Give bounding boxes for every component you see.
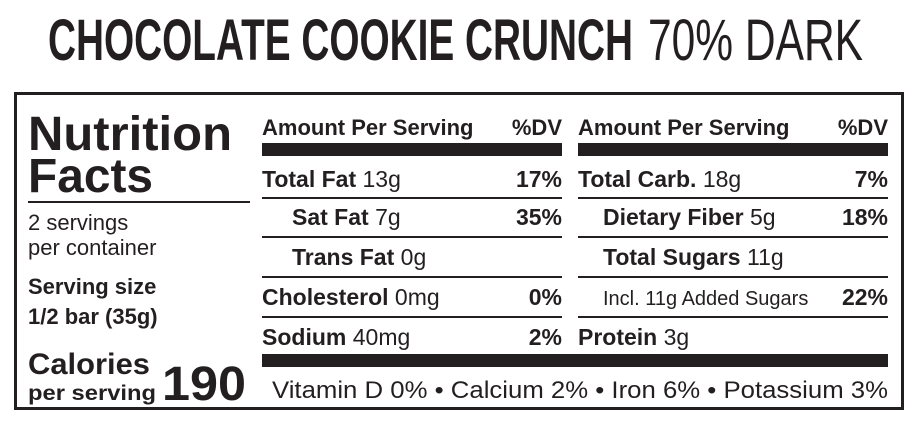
product-variant: 70% DARK [648, 8, 863, 73]
nutrient-name: Total Sugars [603, 244, 741, 270]
nutrient-row: Total Fat 13g [262, 166, 401, 192]
nutrient-amount: 40mg [353, 324, 411, 350]
column-header: Amount Per Serving [262, 115, 473, 140]
nutrient-name: Dietary Fiber [603, 204, 744, 230]
nutrient-dv: 22% [842, 284, 888, 310]
serving-size: 1/2 bar (35g) [28, 304, 158, 329]
nutrient-name: Total Fat [262, 166, 356, 192]
thick-rule [578, 143, 888, 156]
nutrient-name: Protein [578, 324, 657, 350]
nutrient-dv: 0% [529, 284, 562, 310]
calories-label: Calories [28, 348, 150, 381]
column-header: Amount Per Serving [578, 115, 789, 140]
nutrient-row: Total Carb. 18g [578, 166, 741, 192]
servings: 2 servings [28, 210, 128, 235]
nutrient-row: Total Sugars 11g [603, 244, 784, 270]
nutrient-dv: 18% [842, 204, 888, 230]
nutrient-dv: 35% [516, 204, 562, 230]
nutrient-name: Sodium [262, 324, 346, 350]
nutrient-name: Trans Fat [292, 244, 395, 270]
nutrient-name: Cholesterol [262, 284, 389, 310]
heading: Nutrition [28, 108, 232, 161]
nutrient-amount: 18g [703, 166, 741, 192]
nutrient-dv: 17% [516, 166, 562, 192]
nutrient-name: Total Carb. [578, 166, 696, 192]
nutrient-amount: 7g [375, 204, 401, 230]
nutrient-dv: 7% [855, 166, 888, 192]
nutrient-amount: 13g [363, 166, 401, 192]
serving-size-label: Serving size [28, 274, 156, 299]
calories-value: 190 [162, 358, 246, 411]
footer: Vitamin D 0% • Calcium 2% • Iron 6% • Po… [272, 377, 888, 404]
nutrient-name: Incl. 11g Added Sugars [603, 288, 808, 310]
calories-sub: per serving [28, 382, 156, 405]
nutrient-dv: 2% [529, 324, 562, 350]
nutrient-amount: 0g [401, 244, 427, 270]
column-header-dv: %DV [512, 115, 562, 140]
thick-rule [262, 143, 562, 156]
nutrient-row: Sat Fat 7g [292, 204, 401, 230]
nutrient-amount: 11g [747, 244, 784, 270]
nutrient-amount: 5g [750, 204, 776, 230]
column-header-dv: %DV [838, 115, 888, 140]
nutrient-name: Sat Fat [292, 204, 369, 230]
heading: Facts [28, 150, 153, 203]
nutrient-amount: 0mg [395, 284, 440, 310]
nutrient-columns: Amount Per Serving %DV Total Fat 13g 17% Sat… [262, 115, 888, 350]
label-border [14, 92, 904, 410]
nutrient-row: Protein 3g [578, 324, 689, 350]
nutrient-row: Trans Fat 0g [292, 244, 426, 270]
product-name: CHOCOLATE COOKIE CRUNCH [48, 8, 633, 73]
nutrient-row: Dietary Fiber 5g [603, 204, 776, 230]
servings: per container [28, 235, 156, 260]
nutrient-row: Cholesterol 0mg [262, 284, 440, 310]
nutrient-row: Incl. 11g Added Sugars [603, 288, 808, 310]
nutrient-amount: 3g [664, 324, 690, 350]
thick-rule [262, 354, 888, 367]
nutrient-row: Sodium 40mg [262, 324, 410, 350]
